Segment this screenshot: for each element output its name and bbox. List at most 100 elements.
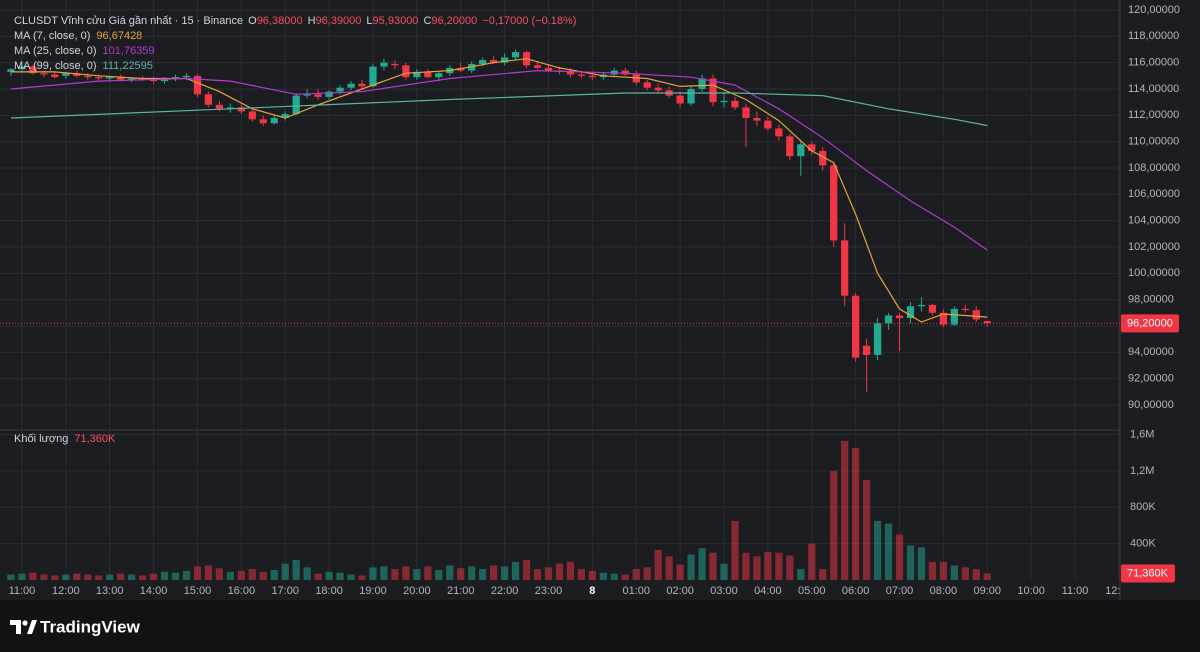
volume-bar <box>347 574 355 580</box>
volume-bar <box>138 575 147 580</box>
x-tick-label: 18:00 <box>315 585 343 597</box>
x-tick-label: 12:00 <box>1105 585 1133 597</box>
volume-bar <box>226 571 234 580</box>
field-value: 96,20000 <box>431 15 477 27</box>
candle-body <box>577 74 586 76</box>
field-key: L <box>366 15 372 27</box>
ma-value: 111,22595 <box>103 60 153 72</box>
candle-body <box>182 75 191 78</box>
x-tick-label: 09:00 <box>974 585 1002 597</box>
ma-legend: MA (7, close, 0) 96,67428 <box>14 30 142 42</box>
volume-bar <box>413 569 421 580</box>
volume-bar <box>182 570 191 580</box>
candle-body <box>325 91 333 97</box>
x-tick-label: 16:00 <box>228 585 256 597</box>
volume-bar <box>665 556 673 580</box>
ma-legend: MA (99, close, 0) 111,22595 <box>14 60 153 72</box>
candle-body <box>380 62 388 67</box>
candle-body <box>336 87 344 92</box>
ma-legend: MA (25, close, 0) 101,76359 <box>14 45 155 57</box>
field-key: O <box>248 15 257 27</box>
volume-bar <box>895 534 904 580</box>
volume-bar <box>73 573 81 580</box>
x-tick-label: 03:00 <box>710 585 738 597</box>
y-tick-label: 94,00000 <box>1128 346 1174 358</box>
volume-bar <box>720 563 728 580</box>
candle-body <box>566 71 575 75</box>
last-price-tag <box>1121 314 1179 333</box>
volume-bar <box>479 569 487 580</box>
volume-bar <box>786 555 794 580</box>
volume-bar <box>369 567 377 580</box>
candle-body <box>138 78 147 80</box>
y-tick-label: 98,00000 <box>1128 294 1174 306</box>
volume-bar <box>808 543 816 580</box>
volume-bar <box>972 569 980 580</box>
x-tick-label: 23:00 <box>535 585 563 597</box>
volume-bar <box>753 556 761 580</box>
volume-bar <box>588 570 596 580</box>
candle-body <box>632 74 640 83</box>
candle-body <box>775 128 783 137</box>
volume-bar <box>742 552 750 580</box>
x-tick-label: 13:00 <box>96 585 124 597</box>
candle-body <box>786 136 794 157</box>
volume-value: 71,360K <box>74 433 116 445</box>
volume-bar <box>424 566 432 580</box>
candle-body <box>248 111 256 120</box>
volume-bar <box>7 574 15 580</box>
volume-bar <box>391 569 399 580</box>
candle-body <box>84 75 92 78</box>
candle-body <box>676 95 684 104</box>
y-tick-label: 112,00000 <box>1128 109 1179 121</box>
candle-body <box>906 306 915 319</box>
volume-bar <box>643 567 651 580</box>
volume-bar <box>128 574 136 580</box>
y-tick-label: 116,00000 <box>1128 57 1179 69</box>
candle-body <box>369 66 377 87</box>
candle-body <box>830 165 838 241</box>
volume-bar <box>533 569 542 580</box>
volume-bar <box>917 547 926 580</box>
brand: TradingView <box>40 617 141 636</box>
x-tick-label: 10:00 <box>1017 585 1045 597</box>
candle-body <box>928 304 937 313</box>
ma-name: MA (25, close, 0) <box>14 45 97 57</box>
x-tick-label: 19:00 <box>359 585 387 597</box>
candle-body <box>204 94 213 105</box>
volume-bar <box>237 570 245 580</box>
x-tick-label: 22:00 <box>491 585 519 597</box>
volume-bar <box>797 569 805 580</box>
candle-body <box>193 75 202 95</box>
volume-bar <box>281 563 289 580</box>
volume-bar <box>40 574 48 580</box>
y-tick-label: 92,00000 <box>1128 373 1174 385</box>
field-value: 95,93000 <box>373 15 419 27</box>
candle-body <box>500 57 509 63</box>
volume-bar <box>402 566 410 580</box>
y-tick-label: 120,00000 <box>1128 4 1180 16</box>
candle-body <box>62 73 70 76</box>
volume-bar <box>446 565 454 580</box>
volume-bar <box>884 523 893 580</box>
volume-bar <box>950 565 958 580</box>
field-value: −0,17000 (−0.18%) <box>482 15 576 27</box>
volume-bar <box>204 565 213 580</box>
volume-bar <box>522 560 531 580</box>
x-tick-label: 07:00 <box>886 585 914 597</box>
volume-bar <box>149 573 158 580</box>
plot-area: 11:00 12:00 13:00 14:00 15:00 16:00 17:00 18:00… <box>0 0 1133 597</box>
candle-body <box>490 60 498 63</box>
candle-body <box>753 117 761 121</box>
volume-bar <box>62 574 70 580</box>
x-tick-label: 06:00 <box>842 585 870 597</box>
header-legend: CLUSDT Vĩnh cửu Giá gần nhất · 15 · Bina… <box>14 15 576 27</box>
candle-body <box>808 144 816 151</box>
candle-body <box>950 308 958 325</box>
candle-body <box>862 345 871 355</box>
volume-bar <box>862 480 871 580</box>
candle-body <box>7 69 15 72</box>
volume-bar <box>248 569 256 580</box>
candle-body <box>544 67 553 71</box>
candle-body <box>435 73 443 78</box>
